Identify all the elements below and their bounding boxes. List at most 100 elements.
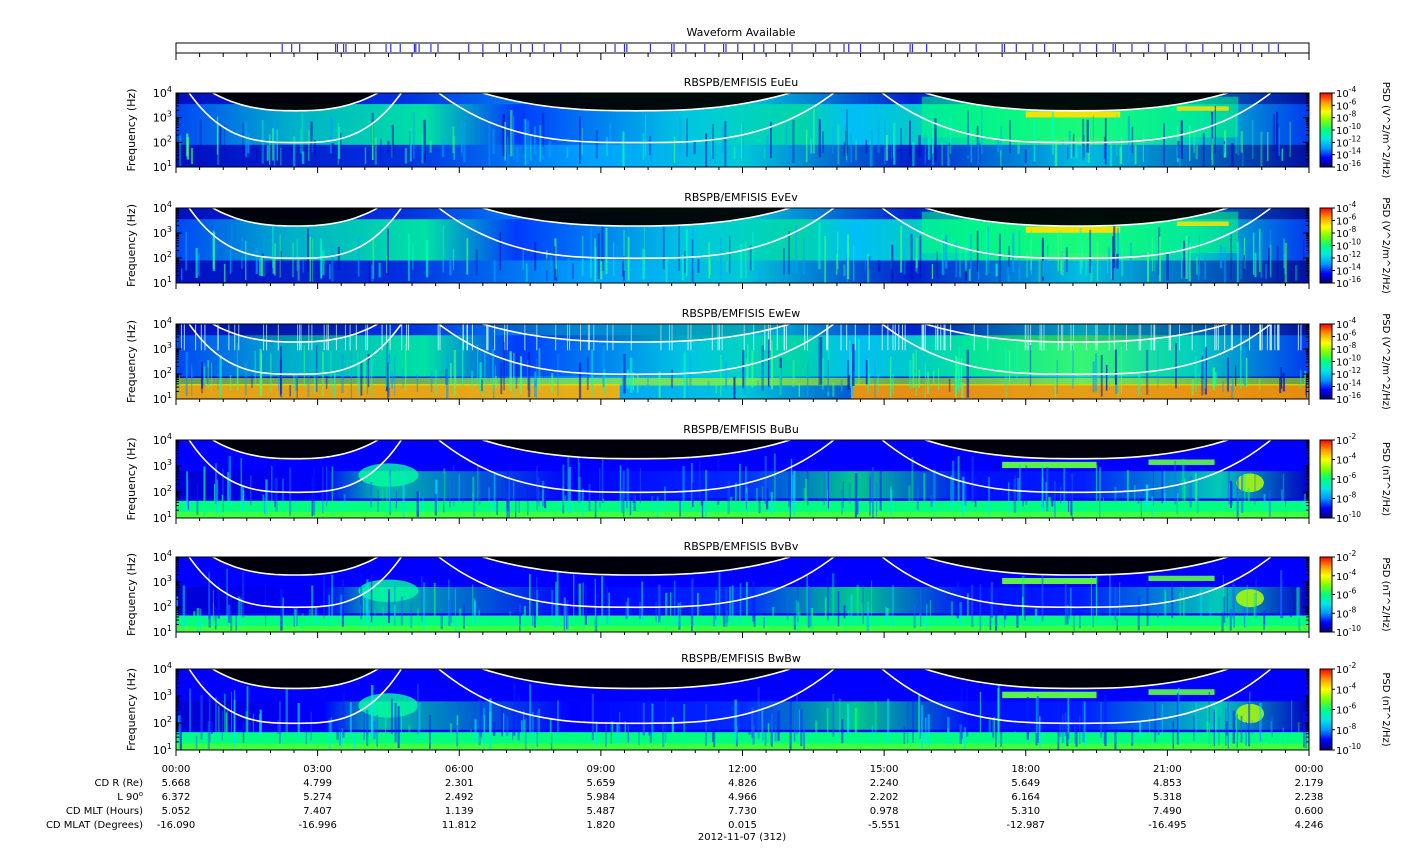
spectrogram-image	[176, 669, 1309, 750]
panel-1: RBSPB/EMFISIS EuEu 101 102 103 104 Frequency …	[125, 76, 1391, 179]
ephemeris-value: 4.966	[728, 792, 757, 803]
colorbar-tick-label: 10-14	[1336, 263, 1361, 278]
colorbar	[1319, 207, 1333, 284]
ephemeris-value: -16.090	[157, 820, 196, 831]
time-tick-label: 06:00	[445, 764, 474, 775]
colorbar-tick-label: 10-2	[1336, 661, 1356, 676]
panel-5: RBSPB/EMFISIS BvBv 101 102 103 104 Frequency …	[125, 540, 1391, 639]
ephemeris-value: 5.659	[587, 778, 616, 789]
colorbar-label: PSD (nT^2/Hz)	[1380, 442, 1391, 516]
colorbar	[1319, 439, 1333, 519]
ephemeris-value: 4.853	[1153, 778, 1182, 789]
colorbar	[1319, 92, 1333, 168]
y-tick-label: 101	[153, 391, 172, 406]
colorbar-tick-label: 10-8	[1336, 341, 1356, 356]
colorbar-tick-label: 10-6	[1336, 213, 1356, 228]
spectrogram-image	[176, 93, 1309, 167]
y-tick-label: 104	[153, 549, 172, 564]
colorbar-tick-label: 10-4	[1336, 316, 1356, 331]
colorbar-tick-label: 10-12	[1336, 134, 1361, 149]
colorbar-tick-label: 10-4	[1336, 200, 1356, 215]
ephemeris-value: 6.164	[1011, 792, 1040, 803]
y-tick-label: 104	[153, 316, 172, 331]
panel-3: RBSPB/EMFISIS EwEw 101 102 103 104 Frequency …	[125, 307, 1391, 410]
panel-title: RBSPB/EMFISIS EvEv	[684, 191, 798, 204]
y-tick-label: 104	[153, 85, 172, 100]
ephemeris-label: CD MLT (Hours)	[66, 806, 143, 817]
ephemeris-value: -16.495	[1148, 820, 1187, 831]
ephemeris-value: 4.826	[728, 778, 757, 789]
time-tick-label: 18:00	[1011, 764, 1040, 775]
panel-title: RBSPB/EMFISIS BuBu	[683, 423, 799, 436]
spectrogram-image	[176, 208, 1309, 283]
panel-title: RBSPB/EMFISIS BvBv	[684, 540, 799, 553]
ephemeris-value: -16.996	[298, 820, 337, 831]
ephemeris-value: 5.318	[1153, 792, 1182, 803]
y-tick-label: 102	[153, 484, 172, 499]
y-tick-label: 102	[153, 134, 172, 149]
colorbar-tick-label: 10-10	[1336, 510, 1361, 525]
colorbar-tick-label: 10-10	[1336, 624, 1361, 639]
ephemeris-value: 5.487	[587, 806, 616, 817]
colorbar-tick-label: 10-6	[1336, 587, 1356, 602]
y-axis-label: Frequency (Hz)	[125, 438, 138, 521]
y-tick-label: 102	[153, 250, 172, 265]
colorbar-tick-label: 10-8	[1336, 110, 1356, 125]
ephemeris-value: 11.812	[442, 820, 477, 831]
colorbar-tick-label: 10-6	[1336, 97, 1356, 112]
ephemeris-value: 5.649	[1011, 778, 1040, 789]
spectrogram-image	[176, 557, 1309, 632]
ephemeris-label: CD MLAT (Degrees)	[46, 820, 143, 831]
y-axis-label: Frequency (Hz)	[125, 553, 138, 636]
y-tick-label: 104	[153, 200, 172, 215]
colorbar	[1319, 556, 1333, 633]
colorbar-tick-label: 10-8	[1336, 225, 1356, 240]
y-tick-label: 104	[153, 432, 172, 447]
y-tick-label: 103	[153, 574, 172, 589]
ephemeris-value: 2.240	[870, 778, 899, 789]
y-axis-label: Frequency (Hz)	[125, 89, 138, 172]
y-tick-label: 103	[153, 341, 172, 356]
ephemeris-value: 7.407	[303, 806, 332, 817]
colorbar-tick-label: 10-10	[1336, 122, 1361, 137]
time-tick-label: 09:00	[586, 764, 615, 775]
time-axis: 00:00 03:00 06:00 09:00 12:00 15:00 18:00 21:00…	[162, 764, 1324, 775]
colorbar-label: PSD (V^2/m^2/Hz)	[1380, 313, 1391, 410]
colorbar-label: PSD (nT^2/Hz)	[1380, 557, 1391, 631]
colorbar-tick-label: 10-2	[1336, 432, 1356, 447]
ephemeris-value: 2.238	[1295, 792, 1324, 803]
y-tick-label: 101	[153, 624, 172, 639]
ephemeris-value: 5.052	[162, 806, 191, 817]
y-tick-label: 102	[153, 715, 172, 730]
colorbar-tick-label: 10-14	[1336, 379, 1361, 394]
colorbar-tick-label: 10-2	[1336, 549, 1356, 564]
ephemeris-value: 2.301	[445, 778, 474, 789]
ephemeris-value: 5.984	[587, 792, 616, 803]
colorbar-tick-label: 10-12	[1336, 250, 1361, 265]
ephemeris-table: CD R (Re) 5.668 4.799 2.301 5.659 4.826 2.240 5…	[46, 778, 1323, 831]
colorbar-tick-label: 10-4	[1336, 568, 1356, 583]
ephemeris-value: 2.492	[445, 792, 474, 803]
y-tick-label: 103	[153, 458, 172, 473]
colorbar-tick-label: 10-10	[1336, 354, 1361, 369]
ephemeris-value: -12.987	[1006, 820, 1045, 831]
ephemeris-value: 2.179	[1295, 778, 1324, 789]
colorbar-tick-label: 10-8	[1336, 605, 1356, 620]
colorbar-tick-label: 10-6	[1336, 329, 1356, 344]
colorbar-tick-label: 10-6	[1336, 702, 1356, 717]
time-tick-label: 15:00	[870, 764, 899, 775]
ephemeris-value: 1.820	[587, 820, 616, 831]
colorbar-tick-label: 10-8	[1336, 722, 1356, 737]
ephemeris-value: 5.668	[162, 778, 191, 789]
waveform-marks	[281, 44, 1279, 52]
colorbar-label: PSD (V^2/m^2/Hz)	[1380, 82, 1391, 179]
y-axis-label: Frequency (Hz)	[125, 204, 138, 287]
ephemeris-label: L 90o	[117, 790, 143, 803]
colorbar-label: PSD (V^2/m^2/Hz)	[1380, 197, 1391, 294]
colorbar-tick-label: 10-14	[1336, 147, 1361, 162]
panel-2: RBSPB/EMFISIS EvEv 101 102 103 104 Frequency …	[125, 191, 1391, 294]
ephemeris-value: 0.978	[870, 806, 899, 817]
ephemeris-value: 0.015	[728, 820, 757, 831]
date-label: 2012-11-07 (312)	[698, 832, 786, 843]
ephemeris-value: 6.372	[162, 792, 191, 803]
